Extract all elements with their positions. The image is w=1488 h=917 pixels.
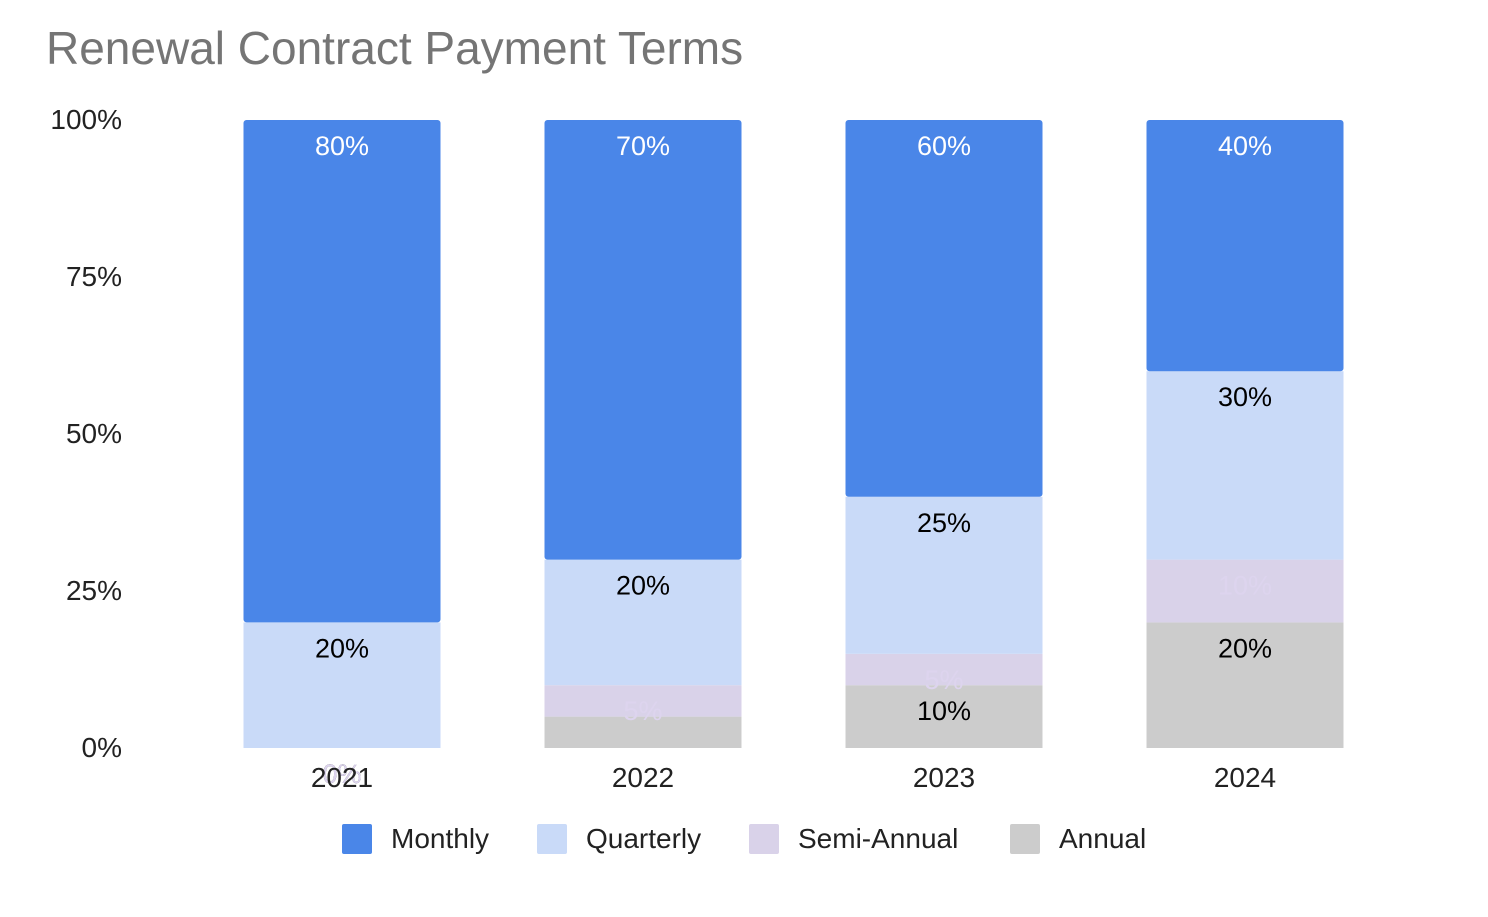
data-label-annual-2024: 20% bbox=[1218, 633, 1272, 663]
data-label-quarterly-2024: 30% bbox=[1218, 382, 1272, 412]
bar-quarterly-2023 bbox=[845, 496, 1043, 654]
data-label-quarterly-2022: 20% bbox=[616, 571, 670, 601]
y-tick-label: 75% bbox=[66, 261, 122, 292]
legend: Monthly Quarterly Semi-Annual Annual bbox=[342, 823, 1146, 854]
bar-annual-2023 bbox=[845, 685, 1043, 748]
y-tick-label: 100% bbox=[50, 104, 122, 135]
data-label-semi-annual-2023: 5% bbox=[924, 665, 963, 695]
x-tick-label: 2022 bbox=[612, 762, 674, 793]
legend-label-semi-annual: Semi-Annual bbox=[798, 823, 958, 854]
legend-label-quarterly: Quarterly bbox=[586, 823, 701, 854]
bar-annual-2024 bbox=[1146, 622, 1344, 748]
legend-item-quarterly: Quarterly bbox=[537, 823, 701, 854]
bar-quarterly-2024 bbox=[1146, 371, 1344, 560]
bar-semi-annual-2022 bbox=[544, 685, 742, 717]
legend-label-monthly: Monthly bbox=[391, 823, 489, 854]
legend-swatch-semi-annual bbox=[749, 824, 779, 854]
x-tick-label: 2023 bbox=[913, 762, 975, 793]
data-label-quarterly-2023: 25% bbox=[917, 508, 971, 538]
legend-item-annual: Annual bbox=[1010, 823, 1146, 854]
data-label-semi-annual-2021: 0% bbox=[322, 759, 361, 789]
data-label-semi-annual-2022: 5% bbox=[623, 696, 662, 726]
x-axis: 2021 2022 2023 2024 bbox=[311, 762, 1276, 793]
legend-swatch-annual bbox=[1010, 824, 1040, 854]
bars bbox=[243, 120, 1344, 748]
data-label-semi-annual-2024: 10% bbox=[1218, 571, 1272, 601]
legend-item-monthly: Monthly bbox=[342, 823, 489, 854]
bar-labels: 0%0%20%80%5%20%70%10%5%25%60%20%10%30%40… bbox=[315, 131, 1272, 789]
legend-item-semi-annual: Semi-Annual bbox=[749, 823, 958, 854]
bar-quarterly-2022 bbox=[544, 559, 742, 686]
bar-monthly-2021 bbox=[243, 120, 441, 623]
bar-semi-annual-2024 bbox=[1146, 559, 1344, 623]
x-tick-label: 2024 bbox=[1214, 762, 1276, 793]
data-label-monthly-2022: 70% bbox=[616, 131, 670, 161]
bar-monthly-2023 bbox=[845, 120, 1043, 497]
bar-annual-2022 bbox=[544, 716, 742, 748]
legend-label-annual: Annual bbox=[1059, 823, 1146, 854]
y-tick-label: 25% bbox=[66, 575, 122, 606]
y-tick-label: 50% bbox=[66, 418, 122, 449]
data-label-annual-2021: 0% bbox=[322, 759, 361, 789]
bar-semi-annual-2023 bbox=[845, 653, 1043, 686]
bar-quarterly-2021 bbox=[243, 622, 441, 748]
y-tick-label: 0% bbox=[82, 732, 122, 763]
bar-monthly-2022 bbox=[544, 120, 742, 560]
data-label-monthly-2024: 40% bbox=[1218, 131, 1272, 161]
data-label-monthly-2021: 80% bbox=[315, 131, 369, 161]
legend-swatch-quarterly bbox=[537, 824, 567, 854]
data-label-quarterly-2021: 20% bbox=[315, 633, 369, 663]
y-axis: 0% 25% 50% 75% 100% bbox=[50, 104, 122, 763]
chart-title: Renewal Contract Payment Terms bbox=[46, 22, 743, 74]
bar-monthly-2024 bbox=[1146, 120, 1344, 372]
x-tick-label: 2021 bbox=[311, 762, 373, 793]
data-label-annual-2023: 10% bbox=[917, 696, 971, 726]
legend-swatch-monthly bbox=[342, 824, 372, 854]
data-label-monthly-2023: 60% bbox=[917, 131, 971, 161]
